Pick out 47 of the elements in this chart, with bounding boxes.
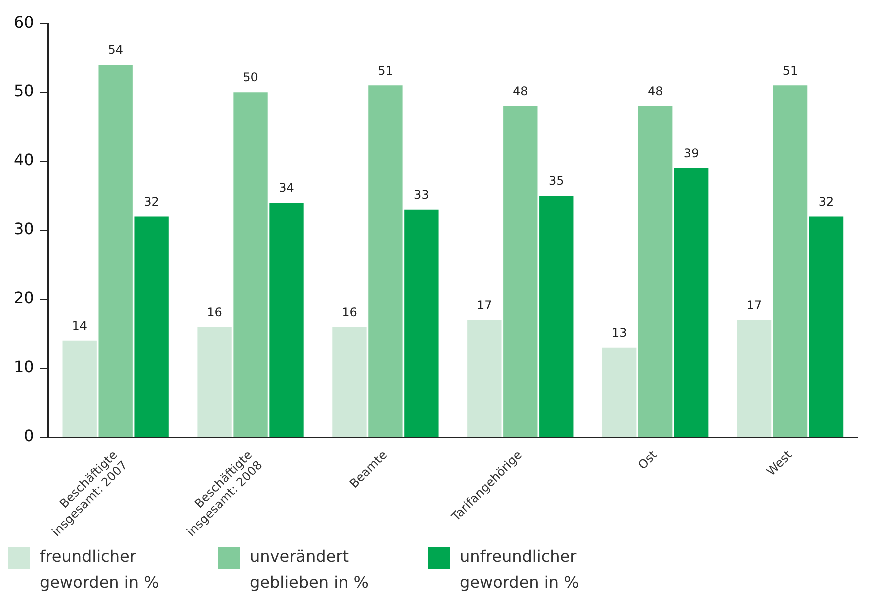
bar bbox=[638, 106, 673, 438]
bar bbox=[468, 320, 502, 438]
data-label: 33 bbox=[414, 188, 430, 202]
y-tick-label: 10 bbox=[14, 358, 34, 377]
y-tick-label: 60 bbox=[14, 12, 34, 32]
y-tick-label: 30 bbox=[14, 220, 34, 239]
y-tick-label: 40 bbox=[14, 150, 34, 170]
data-label: 17 bbox=[746, 298, 762, 312]
data-label: 50 bbox=[243, 70, 258, 85]
legend-label: unverändert geblieben in % bbox=[250, 546, 370, 594]
bar bbox=[332, 327, 367, 438]
bar bbox=[198, 327, 232, 438]
legend-label: freundlicher geworden in % bbox=[40, 546, 160, 594]
data-label: 51 bbox=[378, 64, 394, 78]
data-label: 16 bbox=[207, 305, 222, 320]
data-label: 48 bbox=[513, 84, 528, 99]
bar bbox=[809, 216, 844, 438]
data-label: 13 bbox=[612, 326, 628, 340]
legend-label: unfreundlicher geworden in % bbox=[460, 546, 580, 594]
data-label: 32 bbox=[818, 194, 834, 209]
bar bbox=[368, 86, 403, 438]
bar bbox=[62, 340, 97, 438]
data-label: 35 bbox=[548, 174, 564, 188]
data-label: 32 bbox=[144, 194, 160, 209]
data-label: 48 bbox=[648, 84, 664, 99]
bar bbox=[234, 92, 268, 438]
y-tick-label: 0 bbox=[24, 426, 34, 446]
bar bbox=[270, 202, 304, 438]
y-tick-label: 50 bbox=[14, 82, 34, 101]
data-label: 34 bbox=[279, 181, 294, 196]
data-label: 14 bbox=[72, 319, 88, 334]
bar bbox=[773, 86, 808, 438]
data-label: 54 bbox=[108, 43, 124, 58]
data-label: 51 bbox=[782, 64, 798, 78]
bar bbox=[602, 348, 637, 438]
data-label: 17 bbox=[477, 298, 492, 312]
bar bbox=[134, 216, 169, 438]
y-tick-label: 20 bbox=[14, 288, 34, 308]
x-tick-label: Ost bbox=[636, 448, 660, 472]
bar bbox=[674, 168, 709, 438]
bar bbox=[504, 106, 538, 438]
bar bbox=[540, 196, 574, 438]
bar bbox=[737, 320, 772, 438]
bar bbox=[98, 64, 133, 438]
data-label: 16 bbox=[342, 305, 358, 320]
bar bbox=[404, 210, 439, 438]
data-label: 39 bbox=[684, 146, 700, 161]
